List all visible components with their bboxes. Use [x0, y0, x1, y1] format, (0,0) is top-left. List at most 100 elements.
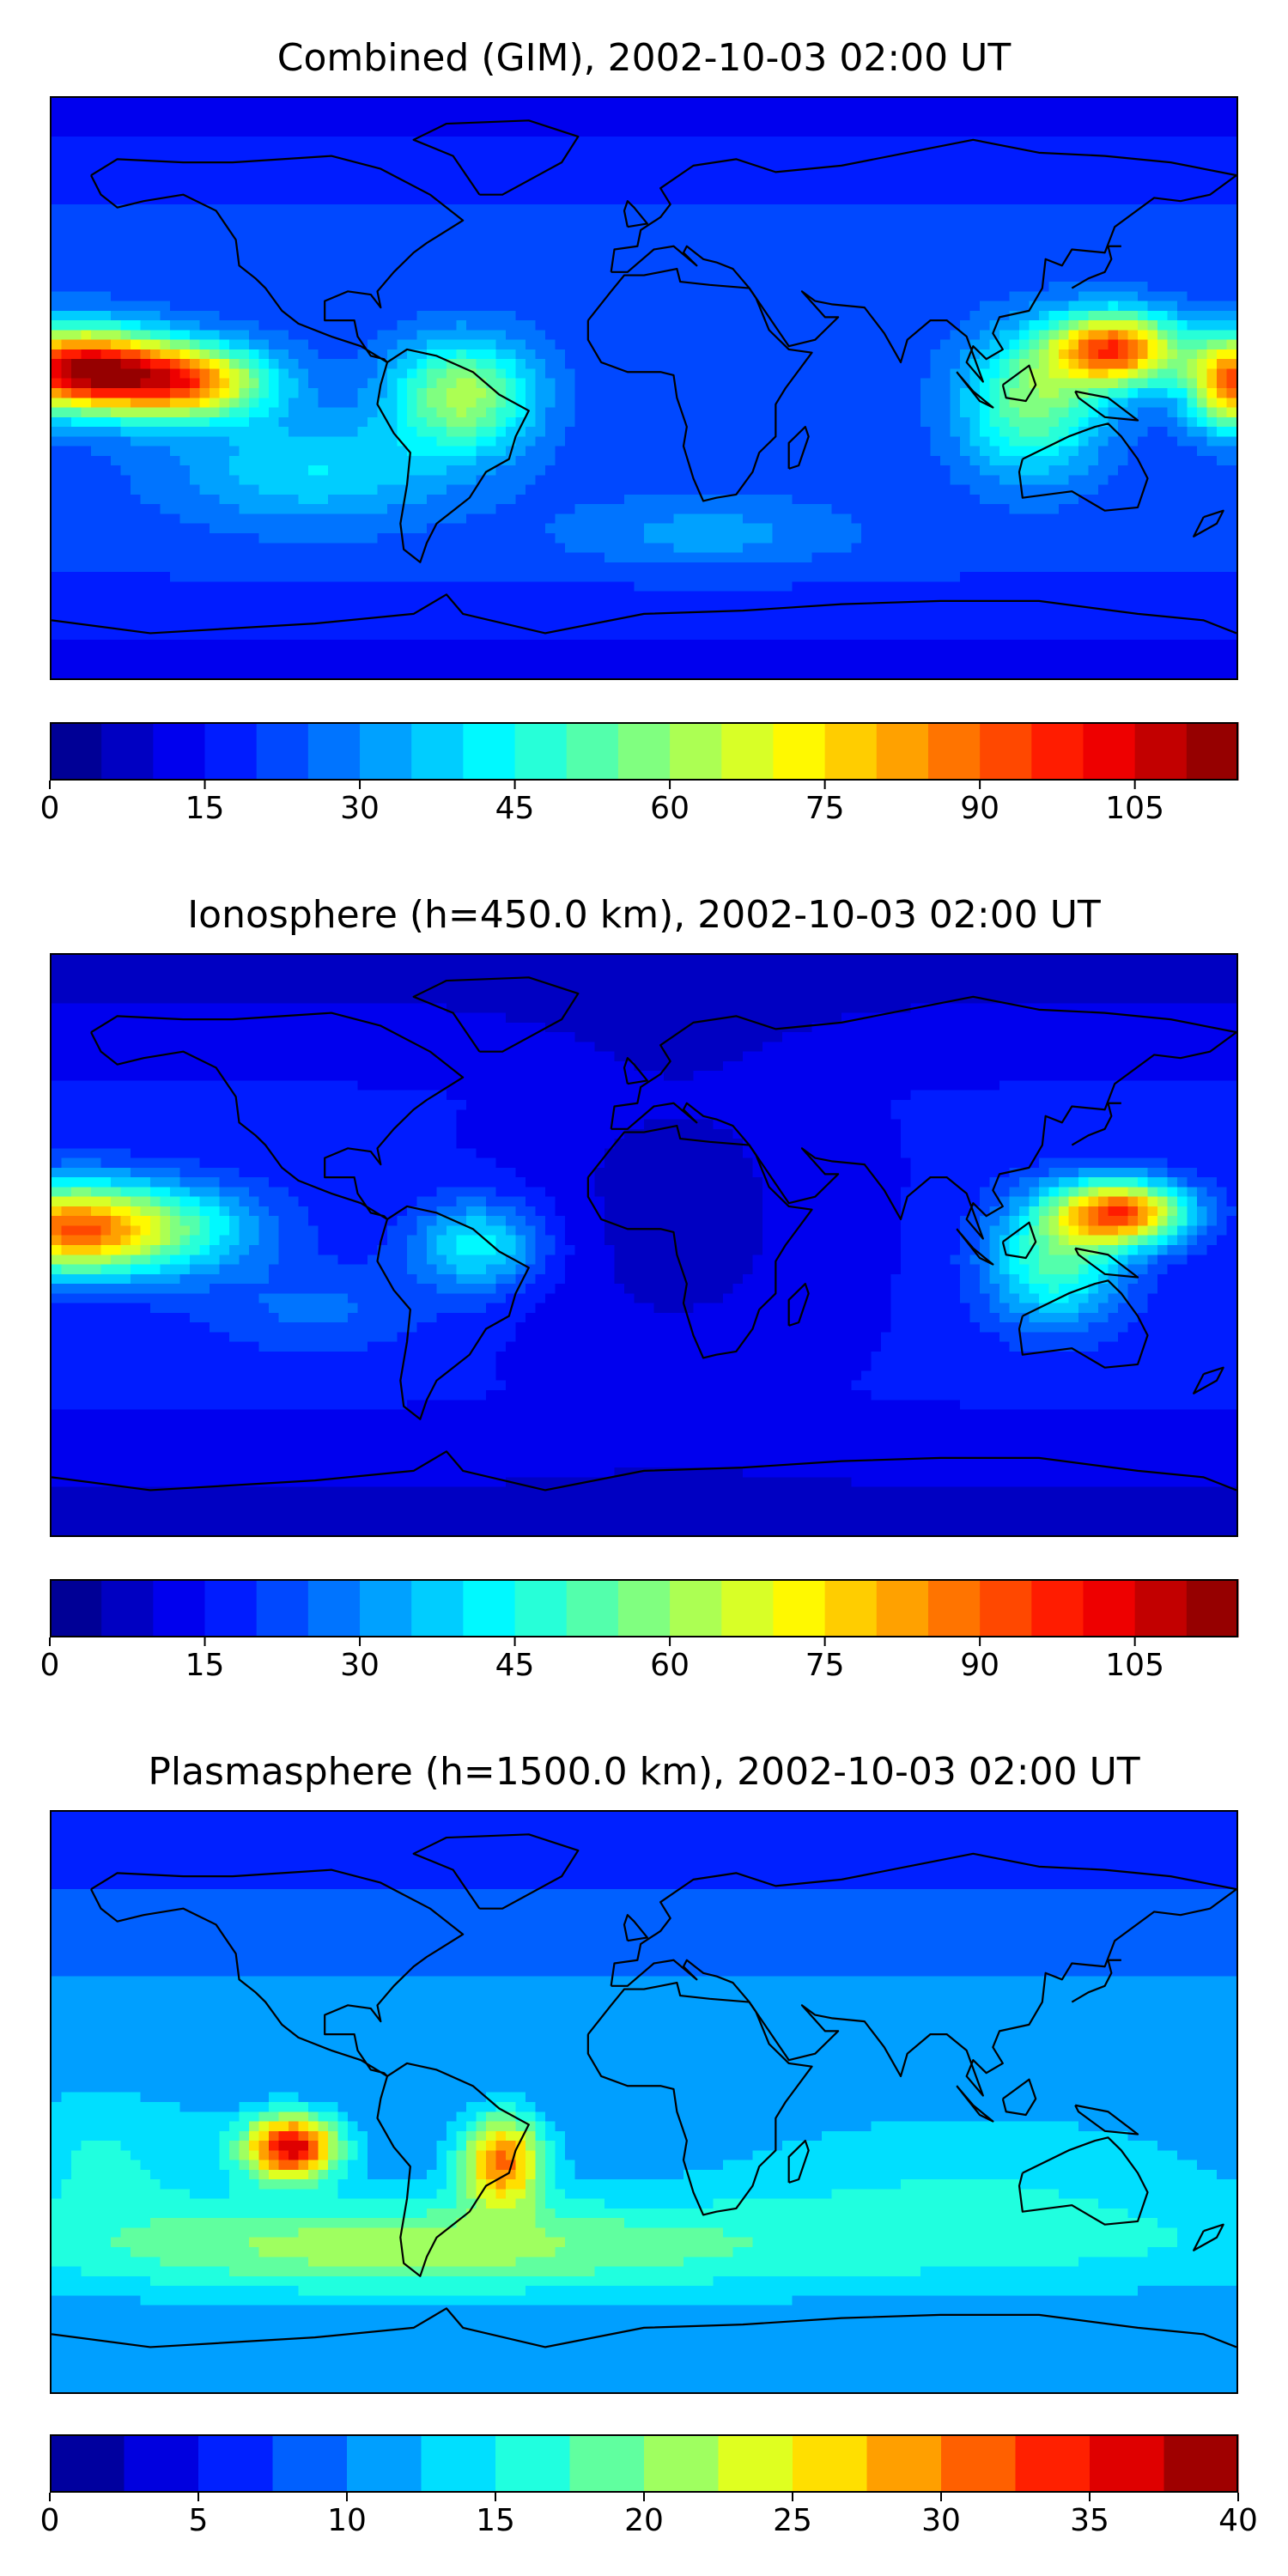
- coastline: [1075, 1249, 1138, 1278]
- colorbar-band: [50, 722, 102, 781]
- colorbar-tick-label: 30: [921, 2502, 961, 2540]
- colorbar-tick-label: 60: [650, 790, 690, 828]
- colorbar-tick-label: 25: [773, 2502, 812, 2540]
- coastline: [52, 2308, 1236, 2347]
- colorbar-band: [153, 722, 206, 781]
- colorbar-band: [876, 1579, 929, 1637]
- colorbar: [49, 1579, 1239, 1646]
- colorbar-frame: [50, 2434, 1238, 2493]
- coastline: [1072, 1960, 1121, 2002]
- colorbar-tick-label: 30: [340, 790, 380, 828]
- colorbar-band: [411, 722, 464, 781]
- colorbar-band: [773, 1579, 826, 1637]
- coastline: [588, 1126, 812, 1358]
- colorbar: [49, 2434, 1239, 2501]
- colorbar-band: [204, 1579, 258, 1637]
- coastline: [789, 427, 809, 469]
- tec-heatmap: [52, 955, 1236, 1535]
- coastline: [1075, 392, 1138, 421]
- coastline: [1194, 1368, 1224, 1394]
- tec-contours: [52, 98, 1236, 678]
- colorbar-tick-label: 30: [340, 1647, 380, 1685]
- colorbar-band: [1186, 722, 1239, 781]
- colorbar-tick-label: 105: [1105, 790, 1164, 828]
- colorbar-band: [1134, 722, 1188, 781]
- coastline: [1003, 366, 1036, 401]
- colorbar-band: [360, 1579, 412, 1637]
- colorbar-tick-label: 90: [960, 790, 999, 828]
- colorbar-band: [307, 722, 361, 781]
- colorbar-band: [617, 722, 671, 781]
- colorbar-tick-labels: 0 5 10 15 20 25 30 35 40: [40, 2502, 1258, 2545]
- coastline: [91, 156, 463, 362]
- coastline: [414, 120, 579, 194]
- coastline: [1019, 2137, 1148, 2224]
- combined-gim-panel: Combined (GIM), 2002-10-03 02:00 UT 0 15 3…: [0, 0, 1288, 859]
- coastline: [789, 2141, 809, 2183]
- coastline: [378, 349, 529, 562]
- tec-heatmap: [52, 98, 1236, 678]
- coastline: [52, 1451, 1236, 1490]
- colorbar-band: [1163, 2434, 1239, 2493]
- coastline: [1003, 1223, 1036, 1258]
- colorbar-band: [1031, 722, 1084, 781]
- colorbar-band: [198, 2434, 273, 2493]
- coastline: [957, 1229, 993, 1264]
- colorbar-band: [1186, 1579, 1239, 1637]
- colorbar-band: [347, 2434, 422, 2493]
- colorbar-band: [793, 2434, 867, 2493]
- coastline: [414, 977, 579, 1051]
- colorbar-frame: [50, 1579, 1238, 1637]
- panel-title: Ionosphere (h=450.0 km), 2002-10-03 02:0…: [0, 890, 1288, 941]
- panel-title: Combined (GIM), 2002-10-03 02:00 UT: [0, 33, 1288, 84]
- coastline: [957, 2086, 993, 2121]
- coastline: [1075, 2105, 1138, 2135]
- colorbar-band: [644, 2434, 719, 2493]
- colorbar-band: [124, 2434, 199, 2493]
- coastline: [1019, 1280, 1148, 1367]
- coastline: [1194, 511, 1224, 537]
- colorbar-band: [1134, 1579, 1188, 1637]
- colorbar-tick-label: 15: [476, 2502, 515, 2540]
- panel-title: Plasmasphere (h=1500.0 km), 2002-10-03 0…: [0, 1747, 1288, 1798]
- colorbar-bands: [49, 1579, 1239, 1646]
- tec-map: [50, 96, 1238, 680]
- coastlines: [52, 120, 1236, 633]
- coastline: [957, 372, 993, 407]
- colorbar-tick-label: 20: [624, 2502, 664, 2540]
- colorbar-tick-label: 0: [40, 1647, 60, 1685]
- colorbar-tick-label: 15: [185, 1647, 225, 1685]
- colorbar-tick-label: 15: [185, 790, 225, 828]
- colorbar-tick-label: 40: [1218, 2502, 1258, 2540]
- colorbar-band: [670, 722, 722, 781]
- colorbar-band: [1015, 2434, 1091, 2493]
- colorbar-band: [566, 722, 619, 781]
- colorbar-tick-label: 60: [650, 1647, 690, 1685]
- colorbar-band: [980, 1579, 1032, 1637]
- colorbar-tick-label: 75: [805, 1647, 845, 1685]
- colorbar-tick-label: 45: [495, 790, 535, 828]
- colorbar-band: [824, 722, 878, 781]
- colorbar-band: [617, 1579, 671, 1637]
- coastline: [378, 1206, 529, 1419]
- colorbar-band: [421, 2434, 496, 2493]
- colorbar-tick-label: 5: [189, 2502, 209, 2540]
- tec-contours: [52, 1812, 1236, 2392]
- colorbar-band: [718, 2434, 793, 2493]
- colorbar-band: [1031, 1579, 1084, 1637]
- ionosphere-panel: Ionosphere (h=450.0 km), 2002-10-03 02:0…: [0, 890, 1288, 1685]
- colorbar-tick-labels: 0 15 30 45 60 75 90 105: [40, 790, 1238, 833]
- colorbar-band: [463, 722, 516, 781]
- coastline: [1072, 1103, 1121, 1145]
- colorbar-band: [566, 1579, 619, 1637]
- coastline: [91, 1870, 463, 2076]
- coastline: [624, 1058, 647, 1084]
- colorbar-band: [1083, 722, 1136, 781]
- colorbar-band: [204, 722, 258, 781]
- coastline: [588, 1983, 812, 2215]
- coastline: [1072, 246, 1121, 289]
- colorbar-tick-label: 35: [1070, 2502, 1109, 2540]
- colorbar-bands: [49, 2434, 1239, 2501]
- colorbar-band: [941, 2434, 1016, 2493]
